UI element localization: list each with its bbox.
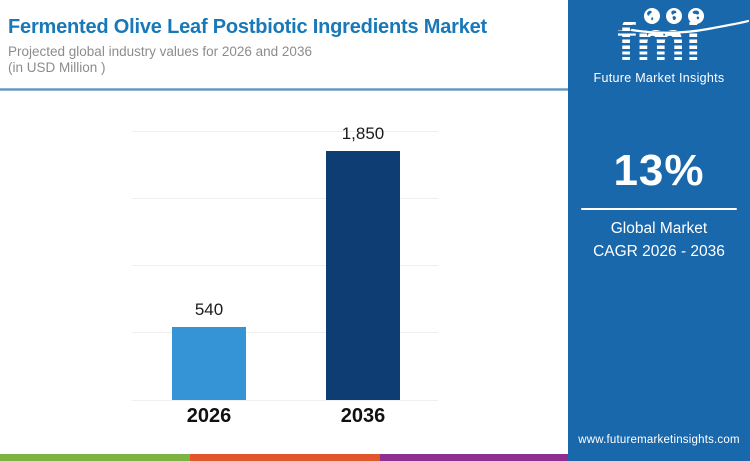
footer-stripe-purple <box>380 454 568 461</box>
fmi-tagline: Future Market Insights <box>593 71 725 85</box>
globe-europe-icon <box>666 8 682 24</box>
axis-label-2036: 2036 <box>340 405 386 427</box>
subtitle-line-1: Projected global industry values for 202… <box>8 44 312 59</box>
bar-2026 <box>172 327 246 400</box>
bar-2036 <box>326 151 400 400</box>
footer-stripe-orange <box>190 454 380 461</box>
footer-stripe-green <box>0 454 190 461</box>
subtitle-line-2: (in USD Million ) <box>8 59 106 75</box>
cagr-divider <box>581 208 737 210</box>
header-divider <box>0 88 568 91</box>
fmi-logo: fmi Future Market Insights <box>568 4 750 88</box>
bar-chart: 540 2026 1,850 2036 <box>132 124 438 427</box>
cagr-label: Global Market CAGR 2026 - 2036 <box>568 217 750 264</box>
bar-group-2026: 540 2026 <box>172 131 246 427</box>
value-label-2026: 540 <box>194 300 224 319</box>
globe-americas-icon <box>644 8 660 24</box>
cagr-value: 13% <box>613 146 705 195</box>
page-title: Fermented Olive Leaf Postbiotic Ingredie… <box>8 16 488 38</box>
bar-group-2036: 1,850 2036 <box>326 124 400 427</box>
cagr-label-line-2: CAGR 2026 - 2036 <box>593 243 725 261</box>
website-link[interactable]: www.futuremarketinsights.com <box>578 434 740 446</box>
fmi-sidebar: fmi Future Market Insights 13% Global Ma… <box>568 0 750 461</box>
header: Fermented Olive Leaf Postbiotic Ingredie… <box>0 0 568 76</box>
value-label-2036: 1,850 <box>341 124 385 143</box>
globe-asia-icon <box>688 8 704 24</box>
footer-stripe <box>0 454 568 461</box>
cagr-label-line-1: Global Market <box>610 220 708 237</box>
globe-icons <box>644 8 704 24</box>
axis-label-2026: 2026 <box>186 405 232 427</box>
